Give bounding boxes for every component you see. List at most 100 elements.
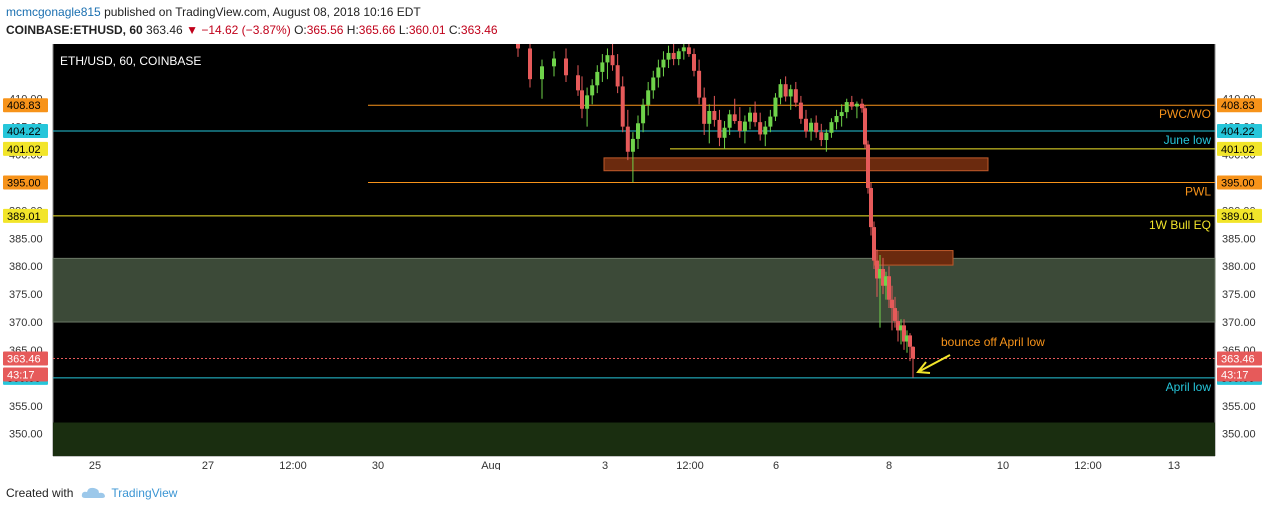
candle-body[interactable]	[896, 320, 900, 331]
left-price-axis[interactable]	[0, 44, 53, 456]
level-label: PWL	[1185, 184, 1211, 198]
candle-body[interactable]	[844, 102, 849, 113]
candle-body[interactable]	[585, 95, 590, 109]
candle-body[interactable]	[656, 67, 661, 78]
x-tick-label: 3	[602, 460, 608, 470]
candle-body[interactable]	[625, 126, 630, 152]
candle-body[interactable]	[580, 90, 584, 109]
candle-body[interactable]	[863, 108, 867, 145]
candle-body[interactable]	[869, 188, 873, 228]
candle-body[interactable]	[676, 51, 681, 60]
candle-body[interactable]	[540, 66, 544, 80]
candle-body[interactable]	[651, 77, 656, 91]
candle-body[interactable]	[737, 121, 742, 132]
candle-body[interactable]	[878, 268, 882, 279]
candle-body[interactable]	[814, 122, 819, 133]
candle-body[interactable]	[742, 121, 747, 132]
candle-body[interactable]	[753, 112, 758, 123]
candle-body[interactable]	[595, 71, 600, 86]
candle-body[interactable]	[600, 62, 605, 72]
candle-body[interactable]	[666, 52, 671, 60]
candle-body[interactable]	[661, 59, 666, 68]
candle-body[interactable]	[899, 325, 903, 331]
candle-body[interactable]	[712, 110, 717, 120]
candle-body[interactable]	[590, 85, 595, 96]
candle-body[interactable]	[732, 114, 737, 122]
last-price: 363.46	[146, 23, 183, 37]
candle-body[interactable]	[516, 44, 520, 49]
candle-body[interactable]	[793, 89, 798, 103]
candle-body[interactable]	[646, 90, 651, 105]
level-label: April low	[1166, 380, 1212, 394]
candle-body[interactable]	[881, 268, 885, 286]
candle-body[interactable]	[849, 102, 854, 107]
candle-body[interactable]	[758, 122, 763, 135]
candle-body[interactable]	[819, 132, 824, 141]
candle-body[interactable]	[829, 122, 834, 133]
y-tick-label: 355.00	[1222, 401, 1256, 413]
publish-header: mcmcgonagle815 published on TradingView.…	[6, 4, 421, 21]
candle-body[interactable]	[605, 55, 610, 63]
candle-body[interactable]	[887, 276, 891, 300]
candle-body[interactable]	[707, 110, 712, 124]
candle-body[interactable]	[884, 276, 888, 286]
candle-body[interactable]	[576, 75, 580, 91]
candle-body[interactable]	[839, 112, 844, 117]
candle-body[interactable]	[630, 138, 635, 152]
candle-body[interactable]	[763, 126, 768, 135]
candle-body[interactable]	[872, 227, 876, 261]
y-tick-label: 370.00	[9, 317, 43, 329]
candle-body[interactable]	[768, 116, 773, 127]
candle-body[interactable]	[908, 335, 912, 347]
candle-body[interactable]	[778, 84, 783, 98]
candle-body[interactable]	[860, 103, 864, 109]
candle-body[interactable]	[834, 116, 839, 123]
candle-body[interactable]	[783, 84, 788, 97]
price-tag	[3, 208, 48, 223]
y-tick-label: 350.00	[1222, 429, 1256, 441]
created-with-label: Created with	[6, 486, 74, 500]
candle-body[interactable]	[911, 346, 915, 359]
candle-body[interactable]	[681, 47, 686, 52]
candle-body[interactable]	[798, 102, 803, 119]
candle-body[interactable]	[671, 52, 676, 60]
candle-body[interactable]	[636, 123, 640, 139]
candle-body[interactable]	[890, 299, 894, 309]
candle-body[interactable]	[902, 325, 906, 342]
candle-body[interactable]	[641, 104, 646, 124]
candle-body[interactable]	[809, 122, 814, 132]
candle-body[interactable]	[905, 335, 909, 342]
candle-body[interactable]	[748, 112, 752, 122]
candle-body[interactable]	[697, 70, 702, 98]
y-tick-label: 375.00	[9, 289, 43, 301]
candle-body[interactable]	[824, 132, 829, 141]
candle-body[interactable]	[610, 55, 615, 66]
candle-body[interactable]	[564, 58, 568, 76]
candle-body[interactable]	[893, 308, 897, 321]
price-chart[interactable]: PWC/WO June low PWL 1W Bull EQ April low 350…	[0, 0, 1268, 470]
candle-body[interactable]	[620, 86, 625, 127]
zone-range	[52, 257, 1216, 323]
candle-body[interactable]	[528, 48, 532, 80]
candle-body[interactable]	[854, 103, 859, 107]
candle-body[interactable]	[702, 97, 707, 124]
candle-body[interactable]	[788, 89, 793, 97]
candle-body[interactable]	[686, 47, 691, 55]
candle-body[interactable]	[875, 260, 879, 279]
candle-body[interactable]	[552, 58, 556, 67]
cloud-icon	[82, 487, 106, 498]
candle-body[interactable]	[804, 118, 808, 132]
tradingview-link[interactable]: TradingView	[111, 486, 178, 500]
candle-body[interactable]	[692, 54, 696, 71]
author-link[interactable]: mcmcgonagle815	[6, 5, 101, 19]
plot-area[interactable]	[53, 44, 1215, 456]
candle-body[interactable]	[866, 144, 870, 189]
candle-body[interactable]	[773, 97, 778, 117]
candle-body[interactable]	[717, 119, 722, 138]
candle-body[interactable]	[722, 127, 727, 138]
candle-body[interactable]	[727, 114, 732, 128]
time-axis[interactable]	[53, 456, 1215, 470]
price-tag	[1217, 123, 1262, 138]
right-price-axis[interactable]	[1215, 44, 1268, 456]
candle-body[interactable]	[615, 65, 620, 87]
